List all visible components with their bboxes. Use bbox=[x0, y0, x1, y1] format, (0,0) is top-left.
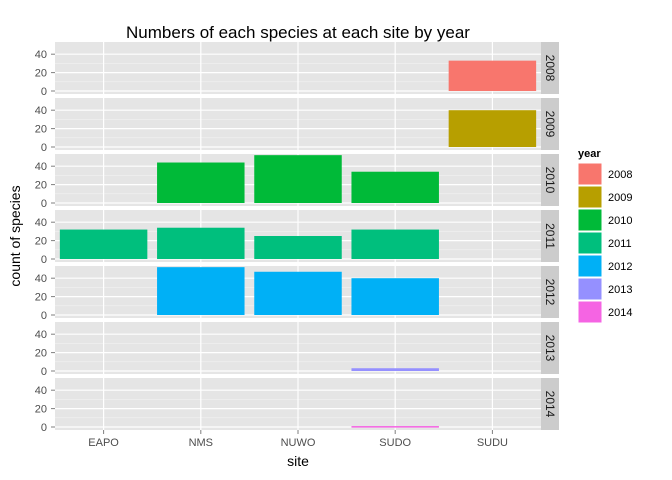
bar-2010-NUWO bbox=[254, 155, 342, 203]
y-tick-label: 0 bbox=[41, 366, 47, 378]
legend-key-2013 bbox=[577, 277, 603, 301]
y-tick-label: 40 bbox=[35, 217, 47, 229]
facet-panel-2008: 0 20 40 2008 bbox=[35, 42, 559, 98]
x-axis-title: site bbox=[287, 453, 309, 469]
legend-key-2012 bbox=[577, 254, 603, 278]
y-tick-label: 40 bbox=[35, 161, 47, 173]
y-tick-label: 20 bbox=[35, 180, 47, 192]
y-tick-label: 20 bbox=[35, 404, 47, 416]
facet-strip bbox=[541, 154, 559, 206]
x-tick-label: NMS bbox=[189, 437, 213, 449]
bar-2013-SUDO bbox=[351, 368, 439, 371]
bar-2009-SUDU bbox=[448, 110, 537, 147]
bar-2011-NMS bbox=[157, 227, 245, 259]
legend-label: 2012 bbox=[608, 261, 632, 273]
facet-strip-label: 2008 bbox=[543, 55, 557, 82]
legend-key-2010 bbox=[577, 208, 603, 232]
legend-label: 2008 bbox=[608, 169, 632, 181]
bar-2011-SUDO bbox=[351, 229, 439, 259]
bar-2014-SUDO bbox=[351, 426, 439, 428]
y-tick-label: 0 bbox=[41, 254, 47, 266]
legend: year 2008 2009 2010 2011 2012 2013 2014 bbox=[577, 148, 632, 324]
facet-strip-label: 2014 bbox=[543, 391, 557, 418]
facet-strip bbox=[541, 98, 559, 150]
y-tick-label: 40 bbox=[35, 329, 47, 341]
facet-panel-2014: 0 20 40 2014 bbox=[35, 378, 559, 434]
y-tick-label: 20 bbox=[35, 124, 47, 136]
y-tick-label: 20 bbox=[35, 348, 47, 360]
legend-label: 2011 bbox=[608, 238, 632, 250]
legend-title: year bbox=[578, 148, 601, 160]
bar-2012-NMS bbox=[157, 267, 245, 315]
facet-panel-2010: 0 20 40 2010 bbox=[35, 154, 559, 210]
legend-key-2011 bbox=[577, 231, 603, 255]
facet-strip-label: 2010 bbox=[543, 167, 557, 194]
legend-label: 2013 bbox=[608, 284, 632, 296]
legend-label: 2014 bbox=[608, 307, 632, 319]
facet-panel-2013: 0 20 40 2013 bbox=[35, 322, 559, 378]
bar-2011-EAPO bbox=[59, 229, 148, 259]
facet-strip-label: 2009 bbox=[543, 111, 557, 138]
facet-panel-2012: 0 20 40 2012 bbox=[35, 266, 559, 322]
facet-strip bbox=[541, 378, 559, 430]
y-tick-label: 40 bbox=[35, 273, 47, 285]
x-tick-label: EAPO bbox=[88, 437, 119, 449]
y-tick-label: 40 bbox=[35, 105, 47, 117]
y-tick-label: 20 bbox=[35, 292, 47, 304]
y-axis-title: count of species bbox=[7, 185, 23, 286]
y-tick-label: 40 bbox=[35, 49, 47, 61]
facet-strip bbox=[541, 210, 559, 262]
facet-strip-label: 2012 bbox=[543, 279, 557, 306]
y-tick-label: 20 bbox=[35, 68, 47, 80]
legend-label: 2009 bbox=[608, 192, 632, 204]
y-tick-label: 40 bbox=[35, 385, 47, 397]
bar-2011-NUWO bbox=[254, 236, 342, 259]
y-tick-label: 20 bbox=[35, 236, 47, 248]
chart-title: Numbers of each species at each site by … bbox=[126, 23, 470, 42]
facet-panels: 0 20 40 2008 0 20 40 2009 0 20 40 2010 0 20 40 2011 0 20 4… bbox=[35, 42, 559, 434]
bar-2010-SUDO bbox=[351, 171, 439, 203]
facet-panel-2011: 0 20 40 2011 bbox=[35, 210, 559, 266]
legend-key-2009 bbox=[577, 185, 603, 209]
bar-2010-NMS bbox=[157, 162, 245, 203]
facet-strip-label: 2013 bbox=[543, 335, 557, 362]
x-tick-label: SUDU bbox=[477, 437, 508, 449]
facet-strip bbox=[541, 322, 559, 374]
legend-label: 2010 bbox=[608, 215, 632, 227]
bar-2008-SUDU bbox=[448, 60, 537, 91]
x-tick-label: NUWO bbox=[281, 437, 316, 449]
facet-strip bbox=[541, 266, 559, 318]
facet-strip-label: 2011 bbox=[543, 223, 557, 249]
y-tick-label: 0 bbox=[41, 198, 47, 210]
y-tick-label: 0 bbox=[41, 310, 47, 322]
y-tick-label: 0 bbox=[41, 86, 47, 98]
x-tick-label: SUDO bbox=[379, 437, 411, 449]
bar-2012-NUWO bbox=[254, 271, 342, 315]
facet-panel-2009: 0 20 40 2009 bbox=[35, 98, 559, 154]
y-tick-label: 0 bbox=[41, 422, 47, 434]
y-tick-label: 0 bbox=[41, 142, 47, 154]
bar-2012-SUDO bbox=[351, 278, 439, 315]
legend-key-2014 bbox=[577, 300, 603, 324]
legend-items: 2008 2009 2010 2011 2012 2013 2014 bbox=[577, 162, 632, 324]
facet-strip bbox=[541, 42, 559, 94]
x-axis-ticks: EAPO NMS NUWO SUDO SUDU bbox=[88, 430, 508, 449]
legend-key-2008 bbox=[577, 162, 603, 186]
